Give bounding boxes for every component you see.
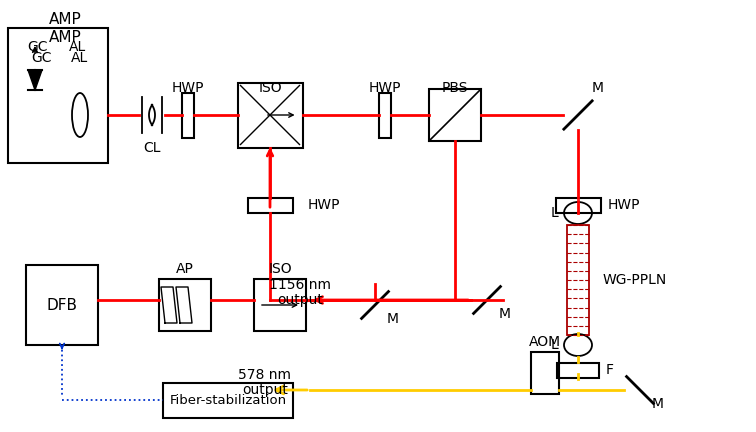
Text: GC: GC (32, 51, 52, 65)
Bar (159, 279, 211, 331)
Text: M: M (592, 81, 604, 95)
Bar (429, 89, 481, 141)
Text: PBS: PBS (442, 81, 468, 95)
Text: output: output (242, 383, 288, 397)
Bar (237, 83, 302, 147)
Bar (531, 352, 559, 394)
Text: ISO: ISO (268, 262, 292, 276)
Text: L: L (550, 206, 558, 220)
Text: 1156 nm: 1156 nm (269, 278, 331, 292)
Text: M: M (499, 307, 511, 321)
Text: AMP: AMP (48, 31, 82, 45)
Text: HWP: HWP (308, 198, 340, 212)
Text: HWP: HWP (369, 81, 401, 95)
Text: F: F (606, 363, 614, 377)
Polygon shape (28, 70, 42, 90)
Text: HWP: HWP (608, 198, 640, 212)
Text: AMP: AMP (48, 13, 82, 28)
Bar (8, 28, 108, 163)
Text: M: M (652, 397, 664, 411)
Bar (182, 92, 194, 137)
Text: CL: CL (143, 141, 161, 155)
Text: Fiber-stabilization: Fiber-stabilization (169, 394, 287, 407)
Text: L: L (550, 338, 558, 352)
Bar (247, 197, 293, 213)
Text: AL: AL (70, 40, 87, 54)
Bar (254, 279, 306, 331)
Text: AOM: AOM (529, 335, 561, 349)
Text: DFB: DFB (47, 298, 78, 312)
Text: 578 nm: 578 nm (238, 368, 292, 382)
Text: WG-PPLN: WG-PPLN (603, 273, 668, 287)
Bar (26, 265, 98, 345)
Bar (163, 382, 293, 417)
Text: HWP: HWP (172, 81, 204, 95)
Text: GC: GC (28, 40, 48, 54)
Bar (557, 362, 599, 378)
Text: AL: AL (71, 51, 88, 65)
Bar (556, 197, 600, 213)
Text: ISO: ISO (259, 81, 282, 95)
Text: AP: AP (176, 262, 194, 276)
Bar (379, 92, 391, 137)
Text: M: M (387, 312, 399, 326)
Bar (567, 225, 589, 335)
Text: output: output (277, 293, 323, 307)
